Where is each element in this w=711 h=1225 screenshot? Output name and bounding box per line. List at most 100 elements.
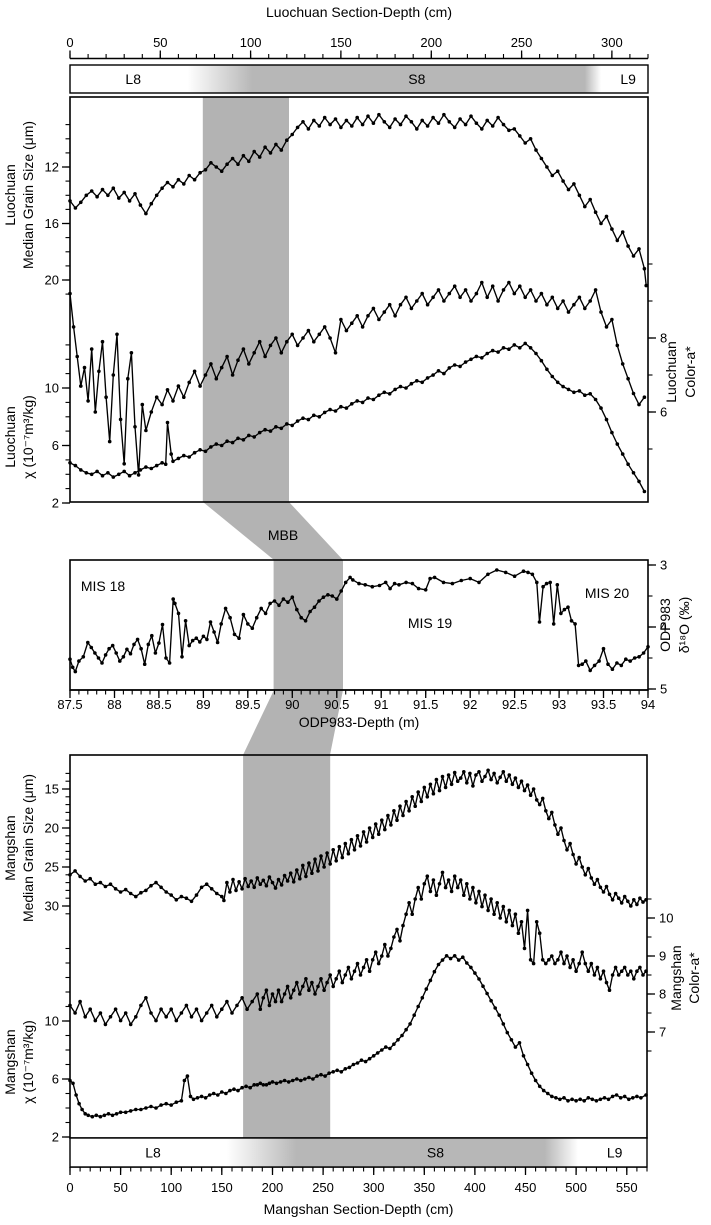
- data-point: [442, 112, 446, 117]
- data-point: [504, 779, 509, 783]
- data-point: [604, 417, 609, 422]
- data-point: [580, 865, 584, 869]
- data-point: [602, 1096, 607, 1100]
- data-point: [559, 611, 563, 616]
- data-point: [220, 1007, 224, 1011]
- data-point: [512, 574, 517, 578]
- data-point: [526, 570, 530, 575]
- data-point: [432, 969, 437, 974]
- data-point: [247, 159, 251, 164]
- mangshan-stratigraphy-bar: L8 S8 L9: [69, 1137, 648, 1168]
- data-point: [299, 615, 304, 620]
- data-point: [223, 606, 228, 611]
- data-point: [282, 1078, 287, 1083]
- data-point: [631, 1096, 635, 1100]
- data-point: [307, 861, 311, 865]
- data-point: [572, 390, 576, 395]
- data-point: [219, 365, 224, 370]
- data-point: [545, 302, 549, 307]
- data-point: [83, 1112, 87, 1116]
- data-point: [144, 1106, 148, 1110]
- tick-label: 300: [601, 35, 623, 50]
- data-point: [519, 779, 524, 783]
- data-point: [295, 419, 300, 423]
- data-point: [616, 896, 621, 900]
- data-point: [469, 299, 473, 303]
- data-point: [73, 869, 77, 873]
- data-point: [583, 961, 588, 966]
- data-point: [207, 1093, 212, 1097]
- tick-label: 9: [659, 949, 666, 964]
- mbb-connector-upper: [203, 502, 343, 560]
- data-point: [461, 955, 465, 959]
- data-point: [437, 882, 442, 886]
- tick-label: 10: [45, 1014, 59, 1029]
- data-point: [395, 818, 399, 822]
- data-point: [279, 148, 284, 152]
- strat-unit-label-S8: S8: [427, 1145, 444, 1161]
- data-point: [570, 1097, 574, 1102]
- data-point: [367, 1056, 372, 1061]
- data-point: [447, 291, 452, 296]
- data-point: [123, 1110, 128, 1115]
- data-point: [89, 347, 94, 351]
- data-point: [169, 1103, 173, 1107]
- data-point: [594, 1099, 599, 1103]
- data-point: [331, 848, 336, 852]
- data-point: [240, 887, 244, 891]
- data-point: [179, 1011, 184, 1015]
- data-point: [637, 479, 641, 484]
- data-point: [519, 920, 524, 924]
- data-point: [171, 185, 175, 189]
- data-point: [518, 346, 522, 350]
- tick-label: 100: [240, 35, 262, 50]
- data-point: [103, 653, 108, 657]
- data-point: [534, 148, 538, 152]
- data-point: [160, 186, 164, 190]
- tick-label: 4: [660, 620, 667, 635]
- data-point: [442, 371, 446, 376]
- data-point: [395, 927, 399, 932]
- data-point: [589, 961, 594, 966]
- data-point: [480, 904, 484, 909]
- data-point: [174, 1100, 179, 1104]
- data-point: [355, 961, 360, 966]
- data-point: [169, 893, 173, 897]
- data-point: [230, 373, 235, 377]
- data-point: [436, 288, 441, 292]
- data-point: [164, 1015, 168, 1019]
- data-point: [465, 961, 469, 965]
- data-point: [592, 973, 597, 977]
- data-point: [208, 620, 213, 624]
- data-point: [307, 1075, 311, 1080]
- data-point: [255, 1083, 260, 1087]
- data-point: [163, 462, 168, 467]
- data-point: [626, 899, 630, 904]
- data-point: [409, 306, 414, 311]
- data-point: [455, 779, 460, 783]
- data-point: [497, 1013, 502, 1017]
- data-point: [503, 570, 508, 575]
- data-point: [339, 125, 343, 130]
- data-point: [187, 455, 191, 459]
- data-point: [410, 912, 415, 916]
- data-point: [301, 416, 305, 421]
- data-point: [474, 901, 478, 905]
- data-point: [480, 779, 484, 783]
- data-point: [398, 384, 403, 389]
- data-point: [559, 950, 563, 954]
- mangshan-color-a-curve: [69, 871, 647, 1026]
- data-point: [323, 1074, 327, 1078]
- luochuan-mbb-band: [202, 97, 289, 502]
- data-point: [322, 988, 326, 992]
- data-point: [619, 969, 624, 973]
- data-point: [431, 373, 435, 377]
- data-point: [555, 583, 560, 587]
- data-point: [295, 607, 299, 612]
- data-point: [154, 880, 158, 885]
- data-point: [556, 832, 560, 836]
- data-point: [512, 343, 517, 347]
- data-point: [554, 1096, 558, 1100]
- data-point: [413, 897, 418, 901]
- data-point: [448, 956, 453, 961]
